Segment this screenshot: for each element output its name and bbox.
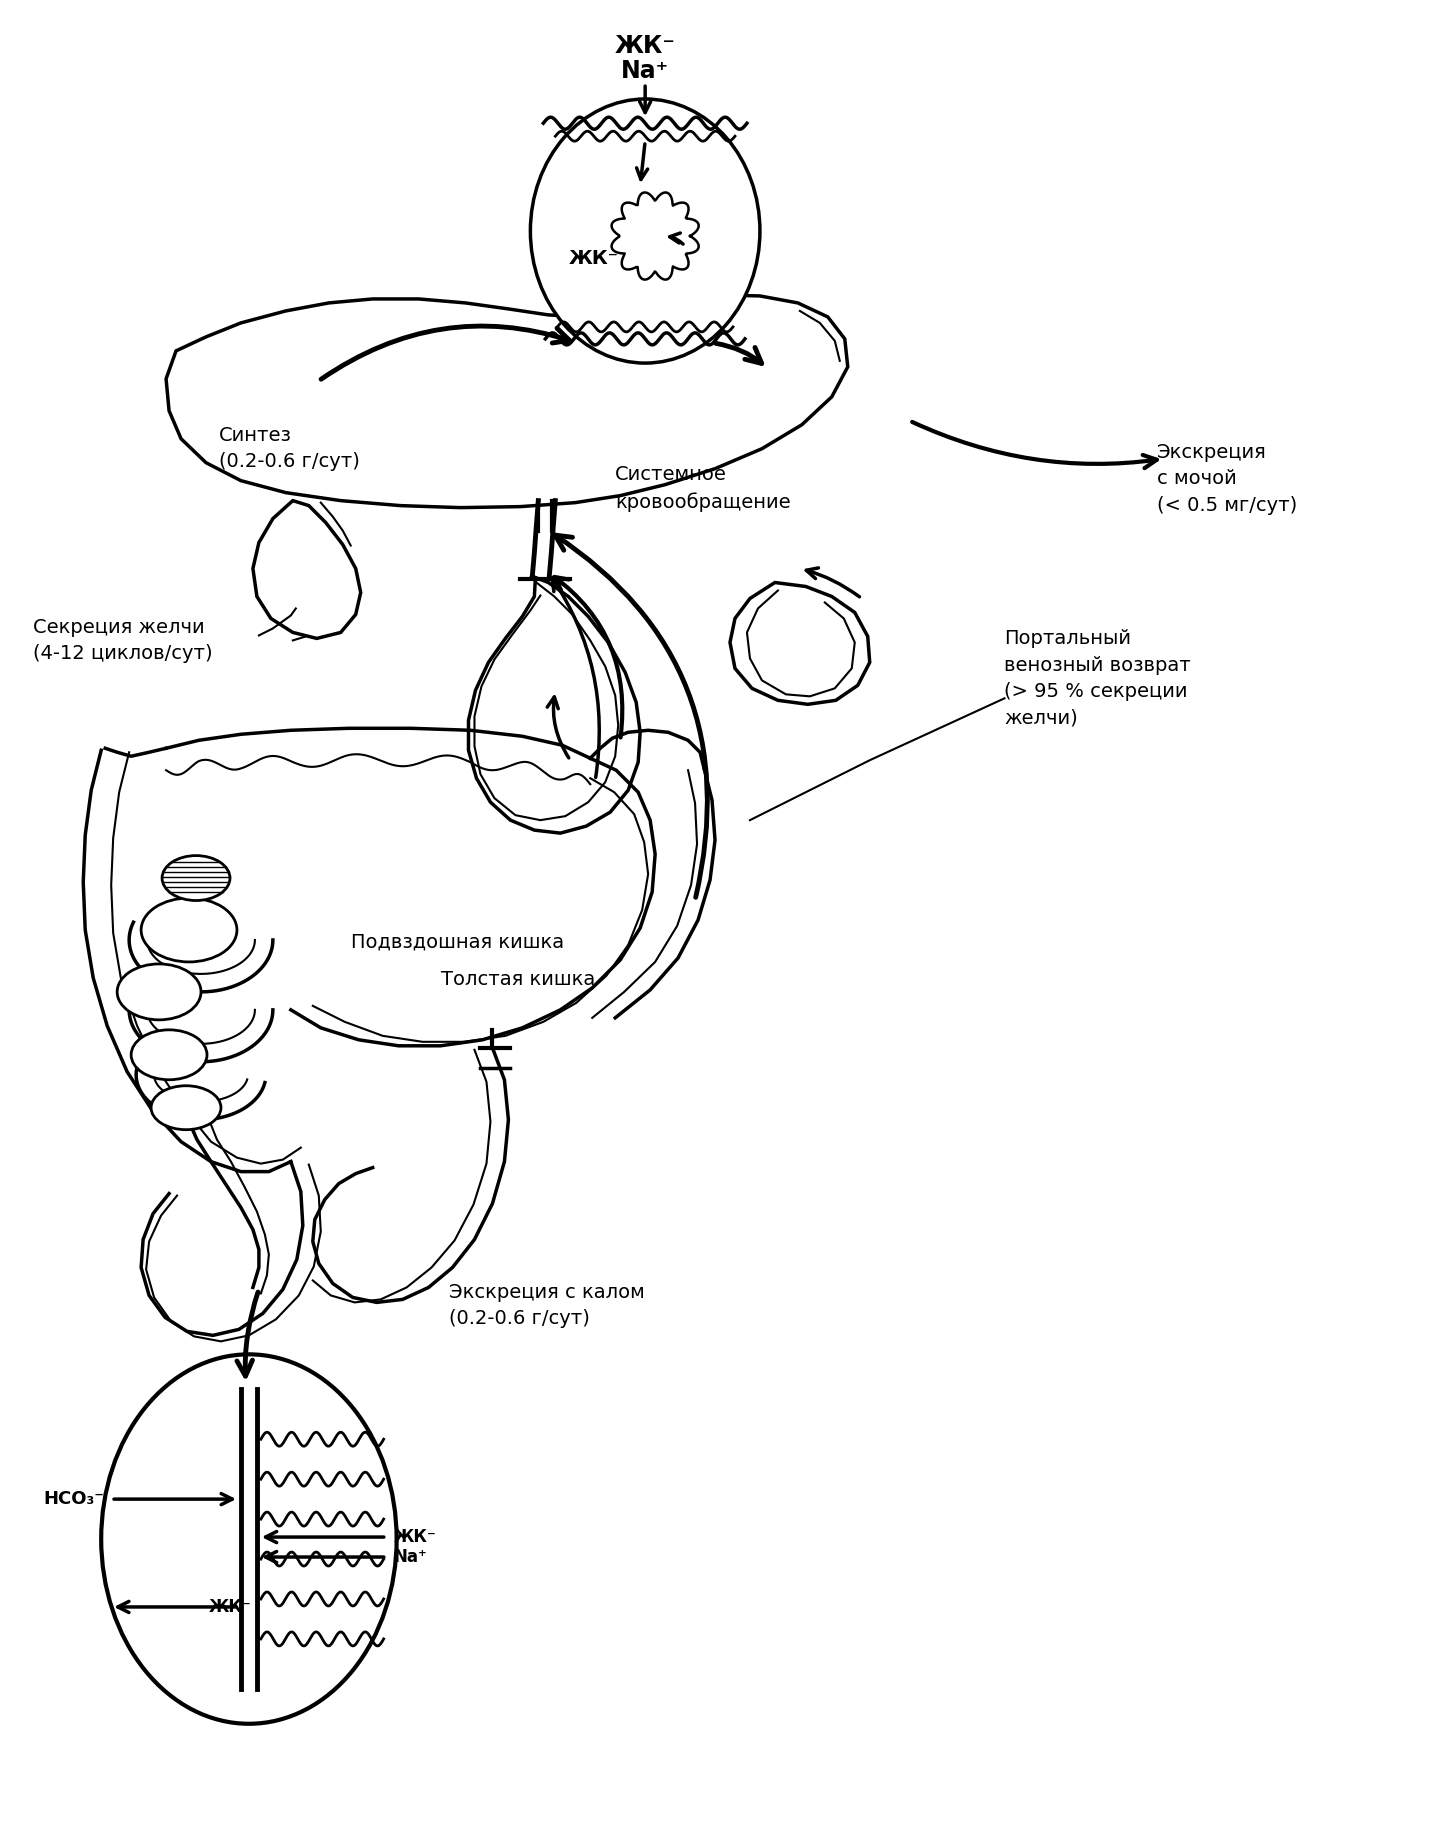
- Text: Подвздошная кишка: Подвздошная кишка: [350, 932, 564, 952]
- Ellipse shape: [141, 899, 237, 961]
- Polygon shape: [468, 576, 641, 833]
- Text: Портальный
венозный возврат
(> 95 % секреции
желчи): Портальный венозный возврат (> 95 % секр…: [1004, 629, 1191, 728]
- Ellipse shape: [131, 1031, 206, 1080]
- Text: Толстая кишка: Толстая кишка: [440, 970, 594, 989]
- Text: ЖК⁻: ЖК⁻: [394, 1528, 436, 1546]
- Text: Na⁺: Na⁺: [394, 1548, 427, 1566]
- Ellipse shape: [530, 99, 760, 363]
- Text: Секреция желчи
(4-12 циклов/сут): Секреция желчи (4-12 циклов/сут): [33, 618, 214, 664]
- Text: ЖК⁻: ЖК⁻: [615, 35, 676, 59]
- Text: HCO₃⁻: HCO₃⁻: [44, 1489, 105, 1508]
- Ellipse shape: [163, 856, 230, 900]
- Text: Системное
кровообращение: Системное кровообращение: [615, 466, 790, 512]
- Text: Экскреция с калом
(0.2-0.6 г/сут): Экскреция с калом (0.2-0.6 г/сут): [449, 1282, 644, 1328]
- Text: Синтез
(0.2-0.6 г/сут): Синтез (0.2-0.6 г/сут): [219, 425, 360, 471]
- Text: ЖК⁻: ЖК⁻: [568, 249, 618, 268]
- Polygon shape: [253, 501, 360, 638]
- Polygon shape: [166, 295, 847, 508]
- Ellipse shape: [151, 1086, 221, 1130]
- Text: Na⁺: Na⁺: [620, 59, 670, 83]
- Ellipse shape: [118, 965, 201, 1020]
- Text: Экскреция
с мочой
(< 0.5 мг/сут): Экскреция с мочой (< 0.5 мг/сут): [1157, 442, 1298, 515]
- Polygon shape: [612, 193, 699, 279]
- Polygon shape: [729, 583, 870, 704]
- Text: ЖК⁻: ЖК⁻: [209, 1597, 251, 1616]
- Ellipse shape: [102, 1353, 397, 1724]
